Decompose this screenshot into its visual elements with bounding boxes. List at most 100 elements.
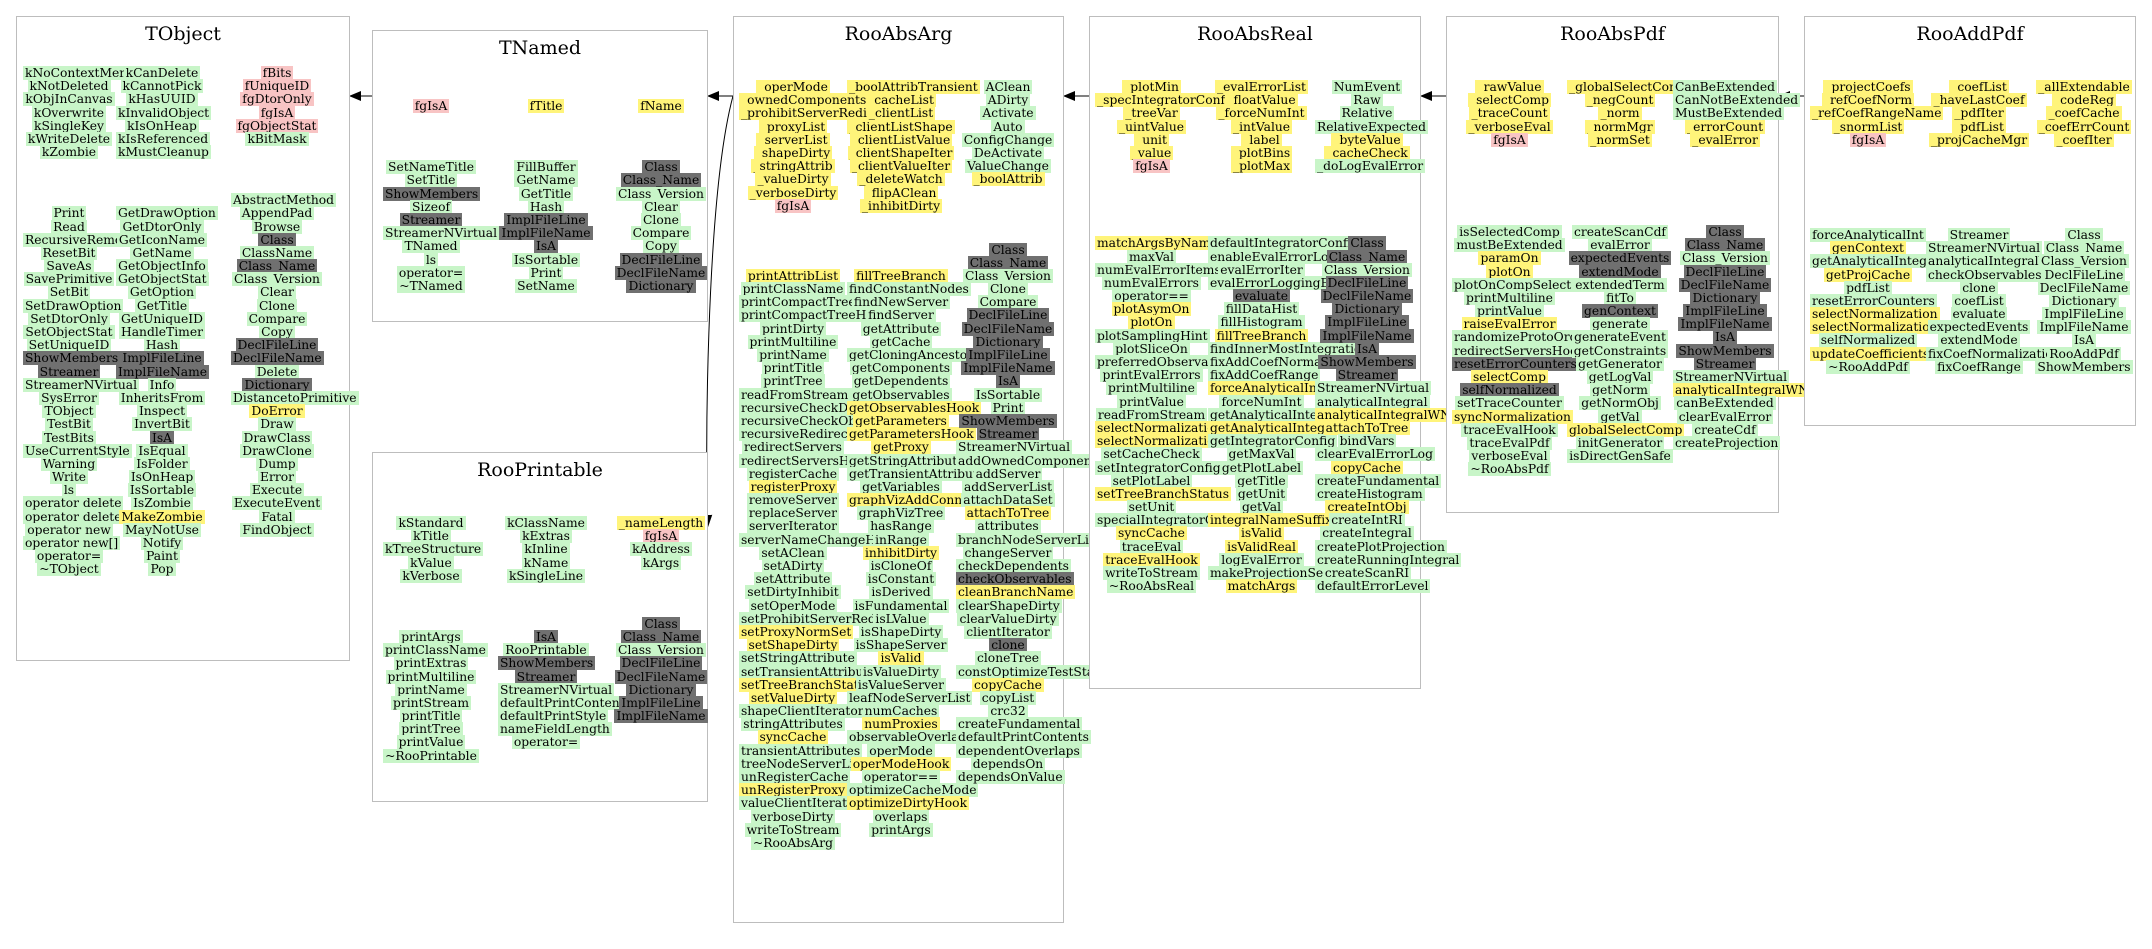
member-dictionary[interactable]: Dictionary (231, 377, 323, 392)
member-recursivecheckdependents[interactable]: recursiveCheckDependents (739, 400, 915, 415)
member-printargs[interactable]: printArgs (383, 629, 479, 644)
member-copy[interactable]: Copy (231, 325, 323, 339)
member-deletewatch[interactable]: _deleteWatch (847, 172, 955, 187)
member-selfnormalized[interactable]: selfNormalized (1452, 383, 1567, 398)
member-clientvalueiter[interactable]: _clientValueIter (847, 159, 955, 174)
member-setintegratorconfig[interactable]: setIntegratorConfig (1095, 460, 1223, 475)
member-clonetree[interactable]: cloneTree (956, 651, 1060, 666)
member-streamer[interactable]: Streamer (956, 427, 1060, 442)
member-isonheap[interactable]: IsOnHeap (116, 470, 208, 485)
member-copycache[interactable]: copyCache (1315, 460, 1419, 475)
member-stringattributes[interactable]: stringAttributes (739, 717, 847, 732)
member-canbeextended[interactable]: canBeExtended (1673, 396, 1777, 411)
member-streamer[interactable]: Streamer (498, 669, 594, 684)
member-implfilename[interactable]: ImplFileName (2032, 320, 2136, 335)
member-flipaclean[interactable]: _flipAClean (847, 185, 955, 200)
member-clientlistvalue[interactable]: _clientListValue (847, 132, 955, 147)
member-kcannotpick[interactable]: kCannotPick (116, 79, 208, 94)
member-canbeextended[interactable]: CanBeExtended (1673, 80, 1778, 94)
member-dependson[interactable]: dependsOn (956, 756, 1060, 771)
member-fgisa[interactable]: fgIsA (613, 529, 709, 544)
member-getvariables[interactable]: getVariables (847, 479, 955, 494)
member-class-version[interactable]: Class_Version (1315, 262, 1419, 277)
member-forceanalyticalint[interactable]: forceAnalyticalInt (1810, 227, 1926, 242)
member-raw[interactable]: Raw (1315, 93, 1419, 108)
member-getobjectstat[interactable]: GetObjectStat (116, 272, 209, 287)
member-fitto[interactable]: fitTo (1567, 290, 1673, 305)
member-extendmode[interactable]: extendMode (1567, 264, 1673, 279)
member-selectnormalization[interactable]: selectNormalization (1810, 307, 1940, 322)
member-setname[interactable]: SetName (498, 278, 594, 293)
member-clearevalerrorlog[interactable]: clearEvalErrorLog (1315, 447, 1435, 462)
member-rooprintable[interactable]: ~RooPrintable (383, 748, 479, 763)
member-implfilename[interactable]: ImplFileName (956, 361, 1060, 376)
member-koverwrite[interactable]: kOverwrite (23, 105, 115, 120)
member-kwritedelete[interactable]: kWriteDelete (23, 131, 115, 146)
member-reseterrorcounters[interactable]: resetErrorCounters (1452, 356, 1579, 371)
member-valuedirty[interactable]: _valueDirty (739, 172, 847, 187)
member-traceeval[interactable]: traceEval (1095, 539, 1208, 554)
member-projectcoefs[interactable]: _projectCoefs (1810, 80, 1926, 94)
member-implfilename[interactable]: ImplFileName (1315, 328, 1419, 343)
member-iscloneof[interactable]: isCloneOf (847, 559, 955, 573)
member-createintri[interactable]: createIntRI (1315, 513, 1419, 528)
member-redirectservers[interactable]: redirectServers (739, 440, 847, 455)
member-kobjincanvas[interactable]: kObjInCanvas (23, 92, 115, 107)
member-implfileline[interactable]: ImplFileLine (116, 351, 208, 366)
member-setproxynormset[interactable]: setProxyNormSet (739, 624, 854, 639)
member-kverbose[interactable]: kVerbose (383, 568, 479, 583)
member-class[interactable]: Class (956, 242, 1060, 257)
member-setprohibitserverredirect[interactable]: setProhibitServerRedirect (739, 611, 907, 626)
member-isa[interactable]: IsA (956, 374, 1060, 389)
member-updatecoefficients[interactable]: updateCoefficients (1810, 346, 1932, 361)
member-printvalue[interactable]: printValue (1452, 304, 1567, 319)
member-evalerroriter[interactable]: evalErrorIter (1208, 262, 1315, 277)
member-findserver[interactable]: findServer (847, 308, 955, 323)
member-abstractmethod[interactable]: AbstractMethod (231, 193, 337, 208)
member-fixcoefrange[interactable]: fixCoefRange (1926, 359, 2032, 374)
member-defaultprintcontents[interactable]: defaultPrintContents (498, 695, 633, 710)
member-boolattribtransient[interactable]: _boolAttribTransient (847, 80, 980, 94)
member-rawvalue[interactable]: _rawValue (1452, 80, 1567, 94)
member-printvalue[interactable]: printValue (383, 735, 479, 750)
member-cachelist[interactable]: _cacheList (847, 93, 955, 108)
member-setstringattribute[interactable]: setStringAttribute (739, 651, 857, 666)
member-usecurrentstyle[interactable]: UseCurrentStyle (23, 443, 132, 458)
member-reseterrorcounters[interactable]: resetErrorCounters (1810, 293, 1937, 308)
member-isfolder[interactable]: IsFolder (116, 456, 208, 471)
member-streamer[interactable]: Streamer (1926, 227, 2032, 242)
member-dictionary[interactable]: Dictionary (613, 682, 709, 697)
member-read[interactable]: Read (23, 219, 115, 234)
member-kbitmask[interactable]: kBitMask (231, 131, 323, 146)
member-optimizedirtyhook[interactable]: optimizeDirtyHook (847, 796, 970, 811)
member-fixaddcoefrange[interactable]: fixAddCoefRange (1208, 368, 1321, 383)
member-operator-delete[interactable]: operator delete[] (23, 509, 134, 524)
member-printname[interactable]: printName (383, 682, 479, 697)
member-getval[interactable]: getVal (1567, 409, 1673, 424)
member-treevar[interactable]: _treeVar (1095, 106, 1208, 121)
member-numevent[interactable]: NumEvent (1315, 80, 1419, 94)
member-generate[interactable]: generate (1567, 317, 1673, 332)
member-plotbins[interactable]: _plotBins (1208, 145, 1315, 160)
member-khasuuid[interactable]: kHasUUID (116, 92, 208, 107)
member-implfilename[interactable]: ImplFileName (1673, 317, 1777, 332)
member-fillbuffer[interactable]: FillBuffer (498, 160, 594, 175)
member-operator[interactable]: operator= (498, 735, 594, 750)
member-writetostream[interactable]: writeToStream (739, 822, 847, 837)
member-setbit[interactable]: SetBit (23, 285, 115, 300)
member-print[interactable]: Print (23, 206, 115, 221)
member-allextendable[interactable]: _allExtendable (2032, 80, 2136, 94)
member-declfileline[interactable]: DeclFileLine (231, 338, 323, 353)
member-copy[interactable]: Copy (613, 239, 709, 254)
member-operator[interactable]: operator= (383, 265, 479, 280)
member-observableoverlaps[interactable]: observableOverlaps (847, 730, 975, 745)
member-class[interactable]: Class (613, 160, 709, 175)
member-isfundamental[interactable]: isFundamental (847, 598, 955, 613)
member-gettitle[interactable]: getTitle (1208, 473, 1315, 488)
member-appendpad[interactable]: AppendPad (231, 206, 323, 221)
member-kinvalidobject[interactable]: kInvalidObject (116, 105, 212, 120)
member-fbits[interactable]: fBits (231, 66, 323, 80)
member-getdtoronly[interactable]: GetDtorOnly (116, 219, 208, 234)
member-activate[interactable]: Activate (956, 106, 1060, 121)
member-clear[interactable]: Clear (231, 285, 323, 300)
